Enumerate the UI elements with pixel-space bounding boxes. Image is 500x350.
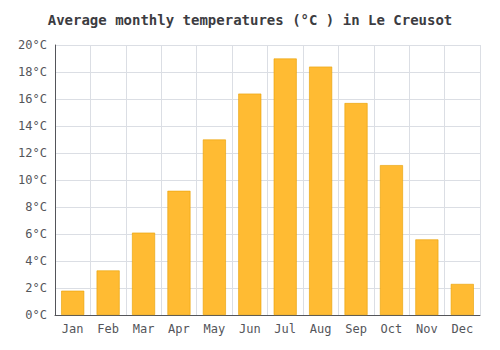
svg-text:Oct: Oct [381,322,403,336]
svg-text:Dec: Dec [451,322,473,336]
svg-text:May: May [204,322,226,336]
svg-text:Nov: Nov [416,322,438,336]
svg-text:Aug: Aug [310,322,332,336]
svg-text:4°C: 4°C [25,254,47,268]
svg-text:18°C: 18°C [18,65,47,79]
svg-text:Jul: Jul [274,322,296,336]
svg-text:8°C: 8°C [25,200,47,214]
svg-text:2°C: 2°C [25,281,47,295]
svg-text:Average monthly temperatures (: Average monthly temperatures (°C ) in Le… [48,12,453,28]
svg-text:14°C: 14°C [18,119,47,133]
svg-text:Sep: Sep [345,322,367,336]
svg-text:12°C: 12°C [18,146,47,160]
svg-text:6°C: 6°C [25,227,47,241]
svg-text:16°C: 16°C [18,92,47,106]
svg-text:Mar: Mar [133,322,155,336]
svg-text:Jun: Jun [239,322,261,336]
svg-text:0°C: 0°C [25,308,47,322]
svg-text:Jan: Jan [62,322,84,336]
svg-text:10°C: 10°C [18,173,47,187]
svg-text:Apr: Apr [168,322,190,336]
svg-text:20°C: 20°C [18,38,47,52]
svg-text:Feb: Feb [97,322,119,336]
